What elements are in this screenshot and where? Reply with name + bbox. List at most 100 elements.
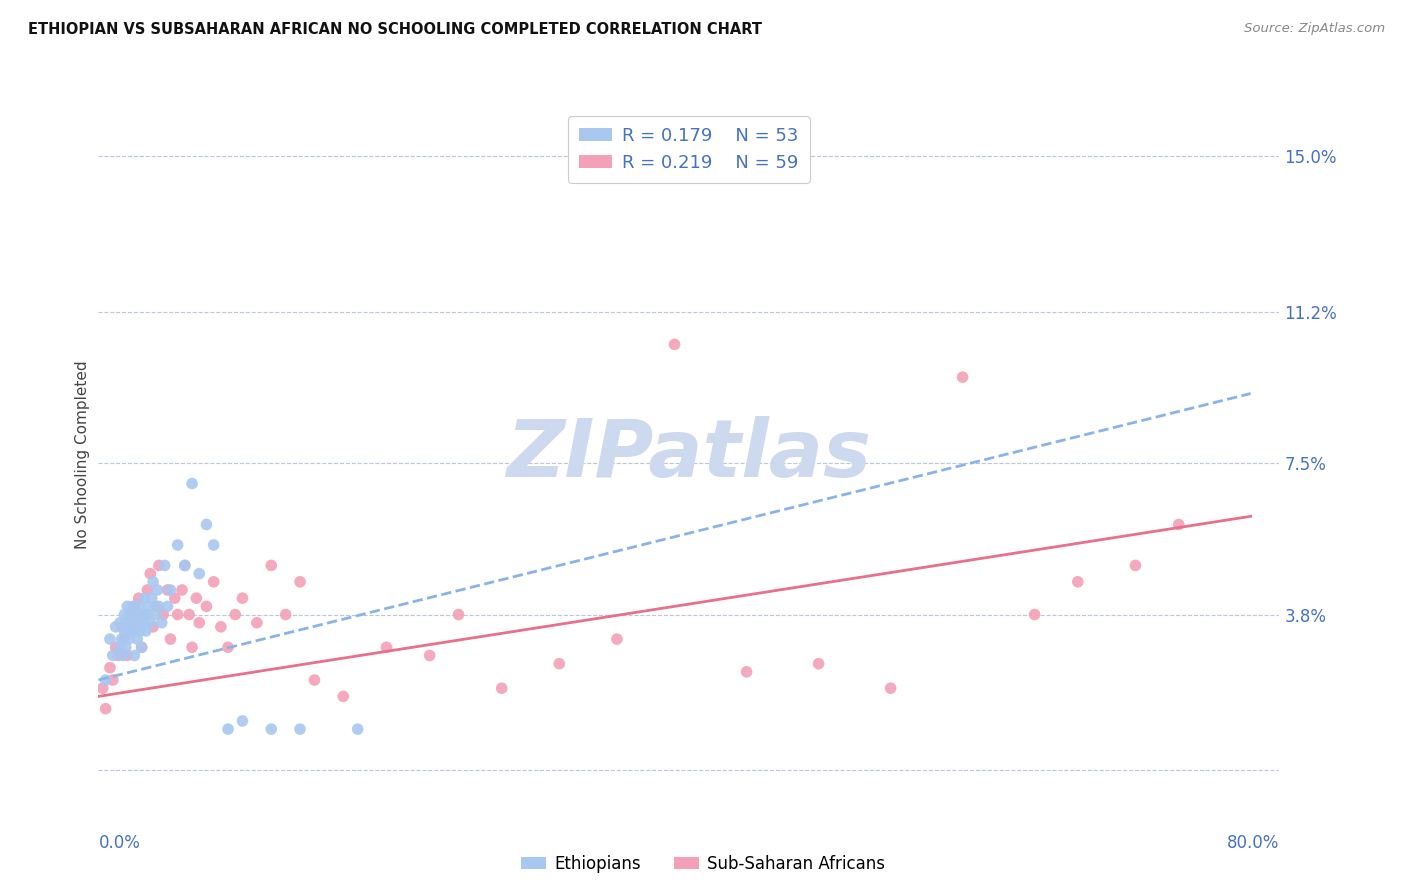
Point [181,640,204,655]
Point [112,632,135,646]
Point [195,517,218,532]
Point [141,591,163,606]
Point [181,476,204,491]
Point [131,607,153,622]
Point [131,640,153,655]
Point [159,632,181,646]
Point [163,591,186,606]
Legend: R = 0.179    N = 53, R = 0.219    N = 59: R = 0.179 N = 53, R = 0.219 N = 59 [568,116,810,183]
Text: 80.0%: 80.0% [1227,834,1279,852]
Point [807,657,830,671]
Point [138,599,160,614]
Point [186,591,208,606]
Point [288,722,311,736]
Point [101,673,124,687]
Point [134,607,156,622]
Point [156,582,179,597]
Point [217,640,239,655]
Point [150,615,173,630]
Point [127,632,149,646]
Point [124,624,146,638]
Point [107,648,129,663]
Point [173,558,195,573]
Point [129,624,152,638]
Point [159,582,181,597]
Point [115,615,138,630]
Point [224,607,246,622]
Point [879,681,901,696]
Point [173,558,195,573]
Point [112,624,135,638]
Point [288,574,311,589]
Point [104,620,127,634]
Point [1125,558,1147,573]
Point [124,599,146,614]
Point [156,599,179,614]
Point [101,648,124,663]
Text: 0.0%: 0.0% [98,834,141,852]
Point [188,615,211,630]
Point [148,599,170,614]
Point [124,648,146,663]
Point [606,632,628,646]
Point [419,648,441,663]
Point [209,620,232,634]
Point [1167,517,1189,532]
Point [166,607,188,622]
Point [139,615,162,630]
Point [122,607,145,622]
Point [125,607,148,622]
Point [110,632,132,646]
Point [145,607,167,622]
Point [274,607,297,622]
Point [332,690,354,704]
Point [304,673,326,687]
Point [260,558,283,573]
Point [136,582,159,597]
Point [134,591,156,606]
Point [136,607,159,622]
Point [260,722,283,736]
Text: Source: ZipAtlas.com: Source: ZipAtlas.com [1244,22,1385,36]
Point [142,620,165,634]
Point [1024,607,1046,622]
Point [112,607,135,622]
Point [128,591,150,606]
Point [122,599,145,614]
Point [111,648,134,663]
Y-axis label: No Schooling Completed: No Schooling Completed [75,360,90,549]
Point [166,538,188,552]
Point [231,714,253,728]
Point [202,574,225,589]
Point [128,615,150,630]
Point [153,558,176,573]
Point [548,657,571,671]
Point [114,640,136,655]
Point [118,632,141,646]
Point [139,566,162,581]
Point [132,615,155,630]
Point [246,615,269,630]
Point [179,607,201,622]
Point [115,648,138,663]
Point [131,640,153,655]
Point [146,582,169,597]
Point [121,615,143,630]
Point [135,624,157,638]
Text: ZIPatlas: ZIPatlas [506,416,872,494]
Point [346,722,368,736]
Point [128,599,150,614]
Point [664,337,686,351]
Point [145,599,167,614]
Point [120,607,142,622]
Point [152,607,174,622]
Point [108,640,131,655]
Point [148,558,170,573]
Point [120,624,142,638]
Point [1067,574,1090,589]
Point [142,574,165,589]
Point [170,582,193,597]
Point [375,640,398,655]
Point [98,661,121,675]
Point [447,607,470,622]
